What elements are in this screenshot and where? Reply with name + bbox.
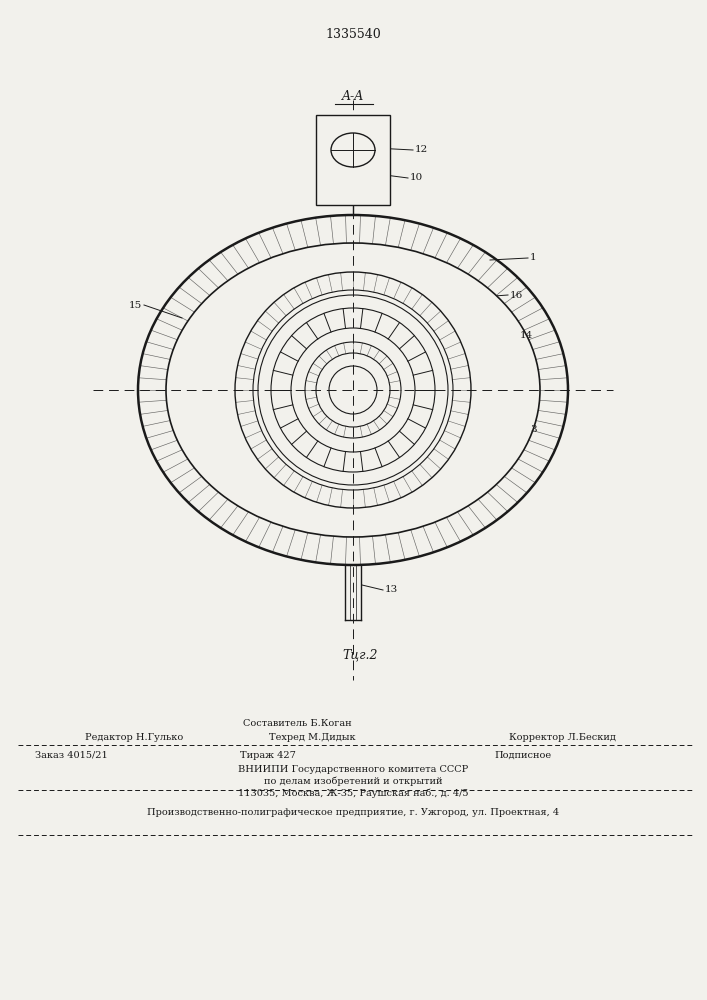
Text: 1: 1 (530, 253, 537, 262)
Text: Редактор Н.Гулько: Редактор Н.Гулько (85, 732, 183, 742)
Text: 10: 10 (410, 174, 423, 182)
Text: Производственно-полиграфическое предприятие, г. Ужгород, ул. Проектная, 4: Производственно-полиграфическое предприя… (148, 808, 559, 817)
Text: 113035, Москва, Ж-35, Раушская наб., д. 4/5: 113035, Москва, Ж-35, Раушская наб., д. … (238, 789, 469, 798)
Text: 1335540: 1335540 (326, 28, 381, 41)
Ellipse shape (235, 272, 471, 508)
Text: Составитель Б.Коган: Составитель Б.Коган (243, 718, 351, 728)
Text: ВНИИПИ Государственного комитета СССР: ВНИИПИ Государственного комитета СССР (238, 765, 469, 774)
Bar (316, 115, 390, 205)
Text: по делам изобретений и открытий: по делам изобретений и открытий (264, 777, 443, 786)
Ellipse shape (291, 328, 415, 452)
Ellipse shape (331, 133, 375, 167)
Text: 15: 15 (129, 300, 142, 310)
Text: 12: 12 (415, 145, 428, 154)
Ellipse shape (138, 215, 568, 565)
Text: Техред М.Дидык: Техред М.Дидык (269, 732, 356, 742)
Text: Подписное: Подписное (495, 751, 552, 760)
Ellipse shape (271, 308, 435, 472)
Text: Корректор Л.Бескид: Корректор Л.Бескид (509, 732, 616, 742)
Text: 16: 16 (510, 290, 523, 300)
Text: Тираж 427: Тираж 427 (240, 751, 296, 760)
Text: Τцг.2: Τцг.2 (342, 648, 378, 661)
Text: 3: 3 (530, 426, 537, 434)
Text: 13: 13 (385, 585, 398, 594)
Text: A-A: A-A (342, 90, 364, 103)
Text: 14: 14 (520, 330, 533, 340)
Ellipse shape (253, 290, 453, 490)
Ellipse shape (258, 295, 448, 485)
Ellipse shape (329, 366, 377, 414)
Ellipse shape (316, 353, 390, 427)
Text: Заказ 4015/21: Заказ 4015/21 (35, 751, 108, 760)
Ellipse shape (166, 243, 540, 537)
Ellipse shape (305, 342, 401, 438)
